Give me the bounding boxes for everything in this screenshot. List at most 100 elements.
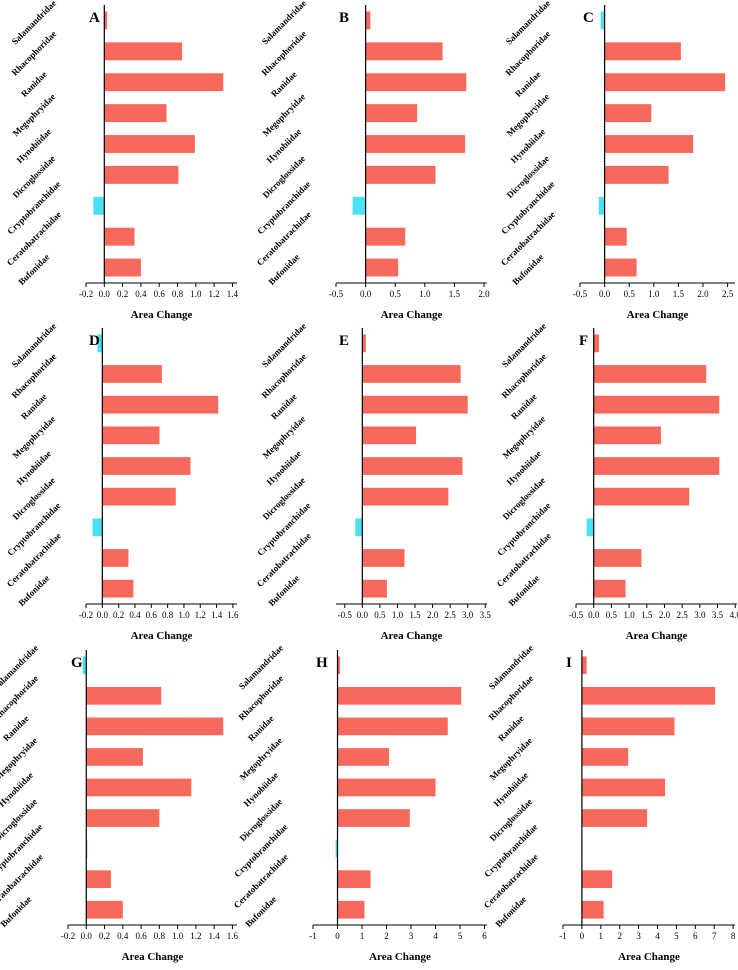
bar-ranidae <box>581 717 675 736</box>
bar-ceratobatrachidae <box>581 870 613 889</box>
panel-i: SalamandridaeRhacophoridaeRanidaeMegophr… <box>482 643 736 963</box>
x-tick-label: 0.2 <box>99 931 110 941</box>
bar-dicroglossidae <box>604 165 669 184</box>
x-tick-label: 1.0 <box>648 289 660 299</box>
bar-ranidae <box>102 395 219 414</box>
x-tick-label: 0.0 <box>599 289 611 299</box>
panel-label: A <box>89 10 100 26</box>
x-tick-label: 0.8 <box>162 610 174 620</box>
x-tick-label: 3 <box>409 931 414 941</box>
x-tick-label: 0.0 <box>360 289 372 299</box>
x-tick-label: 6 <box>482 931 487 941</box>
bar-ranidae <box>365 73 467 92</box>
x-tick-label: 1 <box>360 931 365 941</box>
panel-h: SalamandridaeRhacophoridaeRanidaeMegophr… <box>232 643 488 963</box>
category-label: Cryptobranchidae <box>255 179 312 236</box>
x-tick-label: 3.0 <box>694 610 706 620</box>
panel-g: SalamandridaeRhacophoridaeRanidaeMegophr… <box>0 643 239 963</box>
panel-d: SalamandridaeRhacophoridaeRanidaeMegophr… <box>5 321 239 642</box>
bar-salamandridae <box>600 11 605 30</box>
bar-bufonidae <box>362 579 387 598</box>
category-label: Ranidae <box>496 713 526 743</box>
bar-bufonidae <box>581 900 604 919</box>
x-tick-label: -1 <box>309 931 317 941</box>
x-tick-label: 1.5 <box>673 289 685 299</box>
x-tick-label: 1 <box>599 931 604 941</box>
x-tick-label: 0.5 <box>374 610 386 620</box>
bar-bufonidae <box>102 579 134 598</box>
panel-a: SalamandridaeRhacophoridaeRanidaeMegophr… <box>5 0 239 321</box>
panel-label: C <box>583 10 594 26</box>
bar-megophryidae <box>604 104 652 123</box>
x-tick-label: 0.4 <box>129 610 141 620</box>
x-tick-label: 1.2 <box>208 289 219 299</box>
category-label: Cryptobranchidae <box>255 501 312 558</box>
bar-dicroglossidae <box>362 487 449 506</box>
bar-hynobiidae <box>104 135 195 153</box>
x-tick-label: 2.5 <box>677 610 689 620</box>
x-tick-label: 0.8 <box>172 289 184 299</box>
bar-dicroglossidae <box>593 487 690 506</box>
category-label: Cryptobranchidae <box>5 501 62 558</box>
bar-dicroglossidae <box>581 809 648 827</box>
x-tick-label: 1.0 <box>419 289 431 299</box>
x-tick-label: 1.0 <box>392 610 404 620</box>
x-tick-label: 0.6 <box>154 289 166 299</box>
bar-megophryidae <box>581 748 629 766</box>
bar-hynobiidae <box>337 778 436 797</box>
bar-megophryidae <box>593 426 661 445</box>
x-tick-label: 5 <box>458 931 463 941</box>
bar-hynobiidae <box>365 135 466 153</box>
bar-rhacophoridae <box>104 42 183 61</box>
x-tick-label: 0.0 <box>588 610 600 620</box>
x-tick-label: 8 <box>731 931 736 941</box>
x-tick-label: 3 <box>636 931 641 941</box>
x-tick-label: 2.5 <box>722 289 734 299</box>
category-label: Bufonidae <box>0 894 33 929</box>
category-label: Ranidae <box>19 69 49 99</box>
bar-rhacophoridae <box>102 365 162 383</box>
bar-salamandridae <box>104 11 108 30</box>
x-tick-label: -0.5 <box>573 289 588 299</box>
bar-salamandridae <box>365 11 371 30</box>
x-axis-title: Area Change <box>627 309 689 321</box>
x-tick-label: 0.0 <box>99 289 111 299</box>
x-tick-label: 0.6 <box>146 610 158 620</box>
x-tick-label: 7 <box>712 931 717 941</box>
x-tick-label: 0 <box>335 931 340 941</box>
x-tick-label: 1.5 <box>409 610 421 620</box>
bar-cryptobranchidae <box>352 196 366 215</box>
x-tick-label: 2.5 <box>445 610 457 620</box>
x-tick-label: 1.2 <box>195 610 206 620</box>
x-axis-title: Area Change <box>131 630 193 642</box>
category-label: Cryptobranchidae <box>495 501 552 558</box>
panel-label: E <box>339 333 349 349</box>
bar-rhacophoridae <box>604 42 681 61</box>
x-tick-label: 3.5 <box>480 610 492 620</box>
x-axis-title: Area Change <box>381 309 443 321</box>
x-tick-label: 1.4 <box>227 289 239 299</box>
x-tick-label: 1.0 <box>172 931 184 941</box>
bar-bufonidae <box>604 258 637 277</box>
x-axis-title: Area Change <box>369 951 431 963</box>
x-tick-label: 3.0 <box>462 610 474 620</box>
bar-bufonidae <box>337 900 365 919</box>
category-label: Ranidae <box>246 713 276 743</box>
x-tick-label: -0.5 <box>338 610 353 620</box>
bar-cryptobranchidae <box>586 518 594 537</box>
bar-rhacophoridae <box>86 686 162 705</box>
bar-salamandridae <box>581 656 587 675</box>
category-label: Ceratobatrachidae <box>5 209 63 267</box>
bar-dicroglossidae <box>102 487 176 506</box>
panel-label: I <box>566 655 572 671</box>
category-label: Cryptobranchidae <box>5 179 62 236</box>
bar-dicroglossidae <box>86 809 160 827</box>
x-tick-label: 0.2 <box>117 289 128 299</box>
category-label: Cryptobranchidae <box>482 822 539 879</box>
bar-ceratobatrachidae <box>362 549 405 567</box>
bar-rhacophoridae <box>362 365 461 383</box>
category-label: Ceratobatrachidae <box>5 531 63 589</box>
bar-ranidae <box>337 717 448 736</box>
bar-hynobiidae <box>86 778 192 797</box>
bar-rhacophoridae <box>593 365 707 383</box>
